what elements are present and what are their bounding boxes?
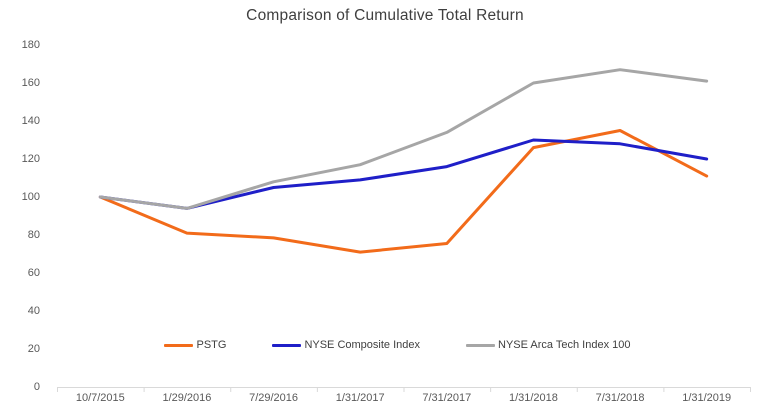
x-tick-label: 7/29/2016 <box>249 392 299 404</box>
pstg-line-swatch-icon <box>164 343 194 347</box>
series-line-nyse-arca-tech-index-100 <box>98 68 709 210</box>
legend-item-nyse-composite[interactable]: NYSE Composite Index <box>272 339 420 351</box>
x-tick-label: 1/31/2018 <box>508 392 558 404</box>
y-tick-label: 100 <box>21 191 40 203</box>
x-tick-label: 1/29/2016 <box>162 392 212 404</box>
x-tick-label: 1/31/2019 <box>682 392 732 404</box>
legend-item-pstg[interactable]: PSTG <box>164 339 226 351</box>
legend-label-nyse-composite: NYSE Composite Index <box>304 339 420 351</box>
y-tick-label: 20 <box>27 343 40 355</box>
legend-item-nyse-arca-tech[interactable]: NYSE Arca Tech Index 100 <box>466 339 631 351</box>
x-tick-label: 10/7/2015 <box>75 392 125 404</box>
x-tick-label: 1/31/2017 <box>335 392 385 404</box>
y-tick-label: 140 <box>21 115 40 127</box>
nyse-arca-tech-line-swatch-icon <box>466 343 495 347</box>
x-tick-label: 7/31/2018 <box>595 392 645 404</box>
series-line-nyse-composite-index <box>98 138 709 210</box>
y-tick-label: 160 <box>21 77 40 89</box>
y-tick-label: 60 <box>27 267 40 279</box>
chart-title: Comparison of Cumulative Total Return <box>246 7 524 24</box>
y-tick-label: 180 <box>21 39 40 51</box>
y-tick-label: 0 <box>33 381 40 393</box>
y-tick-label: 120 <box>21 153 40 165</box>
series-line-pstg <box>98 129 709 254</box>
legend: PSTG NYSE Composite Index NYSE Arca Tech… <box>45 338 750 352</box>
nyse-composite-line-swatch-icon <box>272 343 302 347</box>
y-tick-label: 80 <box>27 229 40 241</box>
legend-label-pstg: PSTG <box>196 339 227 351</box>
legend-label-nyse-arca-tech: NYSE Arca Tech Index 100 <box>498 339 631 351</box>
x-tick-label: 7/31/2017 <box>422 392 472 404</box>
y-tick-label: 40 <box>27 305 40 317</box>
